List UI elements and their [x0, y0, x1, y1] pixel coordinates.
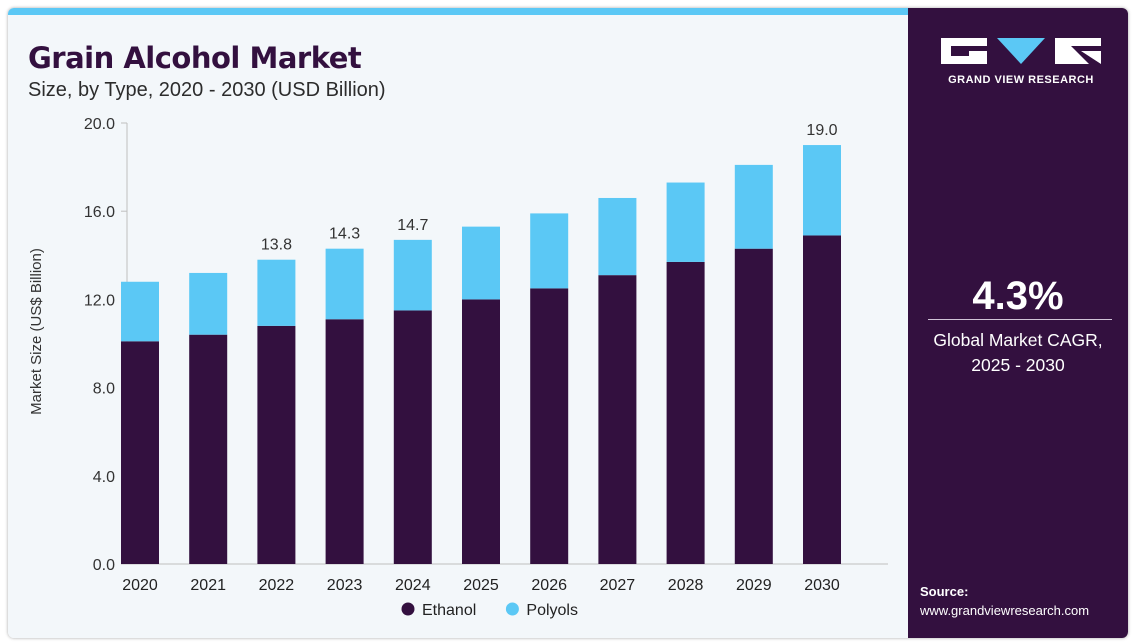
- gvr-logo-icon: [941, 38, 1101, 64]
- y-tick-label: 16.0: [84, 204, 115, 221]
- x-tick-label-2021: 2021: [190, 577, 226, 594]
- cagr-label: Global Market CAGR, 2025 - 2030: [908, 328, 1128, 378]
- y-tick-label: 4.0: [93, 469, 115, 486]
- bar-ethanol-2023: [325, 319, 364, 564]
- x-tick-label-2025: 2025: [463, 577, 499, 594]
- x-tick-label-2030: 2030: [804, 577, 840, 594]
- bar-ethanol-2024: [393, 310, 432, 564]
- cagr-divider: [928, 319, 1112, 320]
- bar-polyols-2029: [734, 164, 773, 249]
- y-tick-label: 8.0: [93, 381, 115, 398]
- legend-label-polyols: Polyols: [526, 602, 578, 619]
- cagr-label-line2: 2025 - 2030: [971, 355, 1065, 375]
- bar-ethanol-2022: [257, 325, 296, 564]
- bar-polyols-2021: [189, 272, 228, 335]
- bar-polyols-2024: [393, 239, 432, 311]
- bar-ethanol-2028: [666, 261, 705, 564]
- legend-swatch-polyols: [505, 602, 519, 616]
- brand-name: GRAND VIEW RESEARCH: [948, 74, 1094, 86]
- data-label-2023: 14.3: [329, 226, 360, 243]
- bar-polyols-2023: [325, 248, 364, 320]
- stacked-bar-chart: 0.0 4.0 8.0 12.0 16.0 20.0 Market Size (US$ Bi…: [28, 116, 888, 619]
- chart-panel: Grain Alcohol Market Size, by Type, 2020…: [8, 8, 908, 638]
- x-tick-label-2027: 2027: [600, 577, 636, 594]
- bar-ethanol-2025: [462, 299, 500, 564]
- x-tick-label-2022: 2022: [259, 577, 295, 594]
- y-axis-title: Market Size (US$ Billion): [28, 248, 45, 415]
- page-subtitle: Size, by Type, 2020 - 2030 (USD Billion): [28, 79, 386, 101]
- bar-polyols-2028: [666, 182, 705, 262]
- bar-ethanol-2030: [803, 235, 841, 564]
- bar-polyols-2030: [803, 145, 841, 236]
- x-tick-label-2026: 2026: [531, 577, 567, 594]
- legend-label-ethanol: Ethanol: [422, 602, 476, 619]
- bar-ethanol-2021: [189, 334, 228, 564]
- report-card: Grain Alcohol Market Size, by Type, 2020…: [8, 8, 1128, 638]
- data-label-2024: 14.7: [397, 217, 428, 234]
- bar-polyols-2027: [598, 197, 637, 276]
- bar-polyols-2026: [530, 213, 569, 289]
- bar-polyols-2022: [257, 259, 296, 326]
- source-label: Source:: [920, 584, 969, 599]
- x-tick-label-2023: 2023: [327, 577, 363, 594]
- info-sidebar: GRAND VIEW RESEARCH 4.3% Global Market C…: [908, 8, 1128, 638]
- x-tick-label-2029: 2029: [736, 577, 772, 594]
- bar-polyols-2025: [462, 226, 500, 300]
- y-tick-label: 0.0: [93, 557, 115, 574]
- page-title: Grain Alcohol Market: [28, 41, 362, 75]
- data-label-2030: 19.0: [806, 122, 837, 139]
- cagr-value: 4.3%: [972, 274, 1064, 318]
- source-url: www.grandviewresearch.com: [920, 603, 1090, 618]
- y-tick-label: 20.0: [84, 116, 115, 133]
- data-label-2022: 13.8: [261, 237, 292, 254]
- bar-ethanol-2020: [121, 341, 159, 564]
- cagr-label-line1: Global Market CAGR,: [933, 330, 1103, 350]
- bar-polyols-2020: [121, 281, 159, 342]
- x-tick-label-2020: 2020: [122, 577, 158, 594]
- y-tick-label: 12.0: [84, 292, 115, 309]
- bar-ethanol-2026: [530, 288, 569, 564]
- x-tick-label-2028: 2028: [668, 577, 704, 594]
- x-tick-label-2024: 2024: [395, 577, 431, 594]
- bar-ethanol-2027: [598, 275, 637, 564]
- legend-swatch-ethanol: [401, 602, 415, 616]
- bar-ethanol-2029: [734, 248, 773, 564]
